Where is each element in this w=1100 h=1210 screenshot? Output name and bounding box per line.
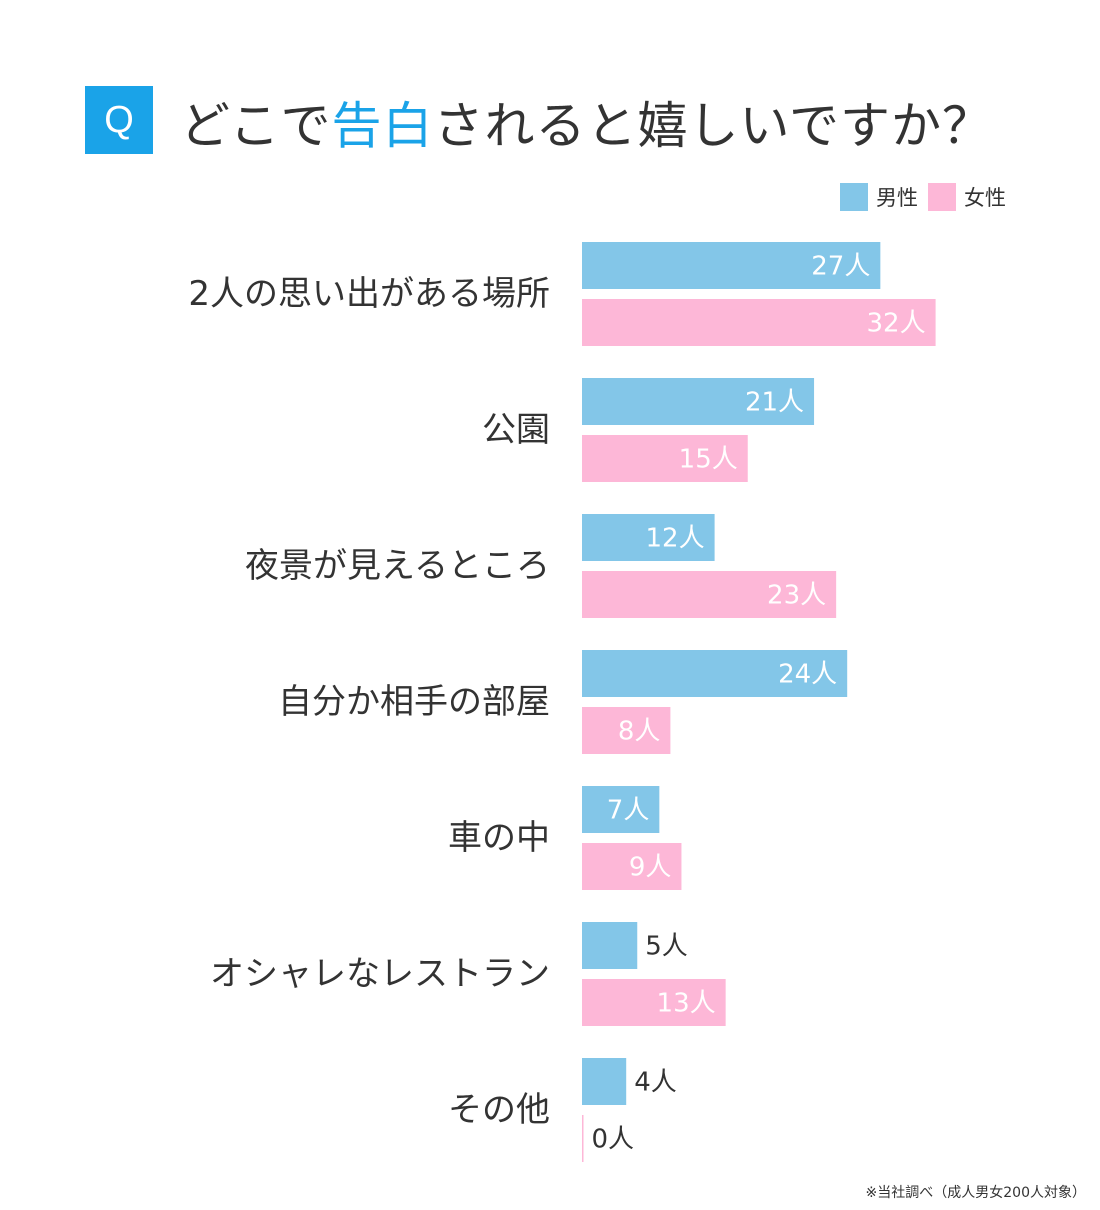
data-label: 5人 [645, 932, 688, 962]
legend-item-male: 男性 [840, 182, 918, 212]
legend-swatch-female [928, 183, 956, 211]
bar-male [582, 922, 638, 969]
legend-label-male: 男性 [876, 186, 918, 210]
data-label: 12人 [646, 524, 705, 554]
category-label: 車の中 [448, 818, 550, 858]
data-label: 23人 [767, 581, 826, 611]
page-title: どこで 告白 されると嬉しいですか？ [180, 86, 993, 158]
title-part-1: どこで [180, 97, 332, 155]
data-label: 7人 [607, 796, 650, 826]
bar-male [582, 786, 660, 833]
bar-male [582, 242, 881, 289]
category-label: その他 [448, 1090, 550, 1130]
bar-female [582, 843, 682, 890]
footnote: ※当社調べ（成人男女200人対象） [865, 1185, 1086, 1201]
bar-female [582, 571, 837, 618]
legend-item-female: 女性 [928, 182, 1006, 212]
data-label: 9人 [629, 853, 672, 883]
bar-male [582, 514, 715, 561]
bar-female [582, 707, 671, 754]
data-label: 32人 [867, 309, 926, 339]
bar-male [582, 378, 815, 425]
data-label: 4人 [634, 1068, 677, 1098]
category-label: オシャレなレストラン [210, 954, 550, 994]
bar-female [582, 1115, 584, 1162]
category-label: 夜景が見えるところ [245, 546, 550, 586]
bar-female [582, 979, 726, 1026]
legend-swatch-male [840, 183, 868, 211]
question-badge: Q [85, 86, 153, 154]
category-label: 2人の思い出がある場所 [188, 274, 550, 314]
data-label: 24人 [778, 660, 837, 690]
category-label: 公園 [482, 410, 550, 450]
bar-male [582, 1058, 627, 1105]
bar-female [582, 435, 748, 482]
data-label: 27人 [811, 252, 870, 282]
legend: 男性 女性 [840, 182, 1016, 212]
title-part-2: されると嬉しいですか？ [433, 97, 993, 155]
data-label: 21人 [745, 388, 804, 418]
bar-female [582, 299, 936, 346]
data-label: 15人 [679, 445, 738, 475]
bar-male [582, 650, 848, 697]
legend-label-female: 女性 [964, 186, 1006, 210]
data-label: 0人 [592, 1125, 635, 1155]
category-label: 自分か相手の部屋 [278, 682, 550, 722]
data-label: 8人 [618, 717, 661, 747]
data-label: 13人 [657, 989, 716, 1019]
title-highlight: 告白 [331, 97, 434, 155]
